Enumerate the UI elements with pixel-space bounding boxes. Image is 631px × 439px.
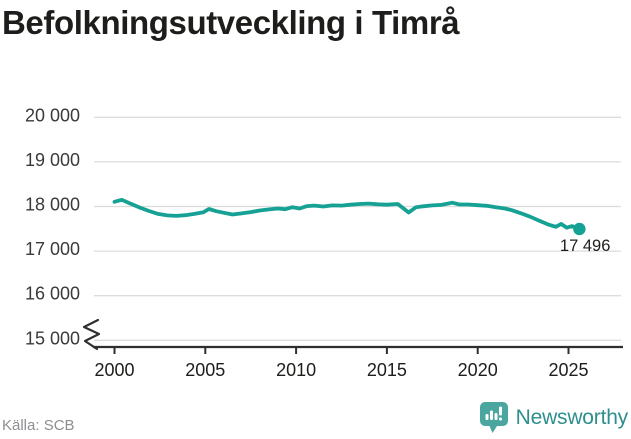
mini-bar-chart-glyph [485, 406, 502, 421]
source-label: Källa: SCB [2, 417, 75, 434]
y-tick-label: 15 000 [25, 328, 80, 348]
newsworthy-icon [479, 402, 508, 433]
axis-break-icon [82, 318, 101, 351]
y-tick-label: 19 000 [25, 150, 80, 170]
y-tick-label: 16 000 [25, 284, 80, 304]
speech-bubble-shape [479, 402, 508, 433]
chart-title: Befolkningsutveckling i Timrå [2, 4, 460, 41]
x-tick-label: 2000 [94, 360, 134, 380]
population-line [112, 197, 582, 231]
x-tick-label: 2025 [548, 360, 588, 380]
y-tick-label: 20 000 [25, 105, 80, 125]
newsworthy-logo: Newsworthy [479, 401, 628, 435]
end-value-label: 17 496 [560, 237, 610, 255]
x-tick-label: 2010 [276, 360, 316, 380]
y-tick-label: 17 000 [25, 239, 80, 259]
brand-name: Newsworthy [515, 406, 629, 429]
y-tick-label: 18 000 [25, 195, 80, 215]
x-tick-label: 2020 [458, 360, 498, 380]
x-tick-label: 2015 [367, 360, 407, 380]
end-point-dot [573, 222, 586, 236]
x-tick-label: 2005 [185, 360, 225, 380]
